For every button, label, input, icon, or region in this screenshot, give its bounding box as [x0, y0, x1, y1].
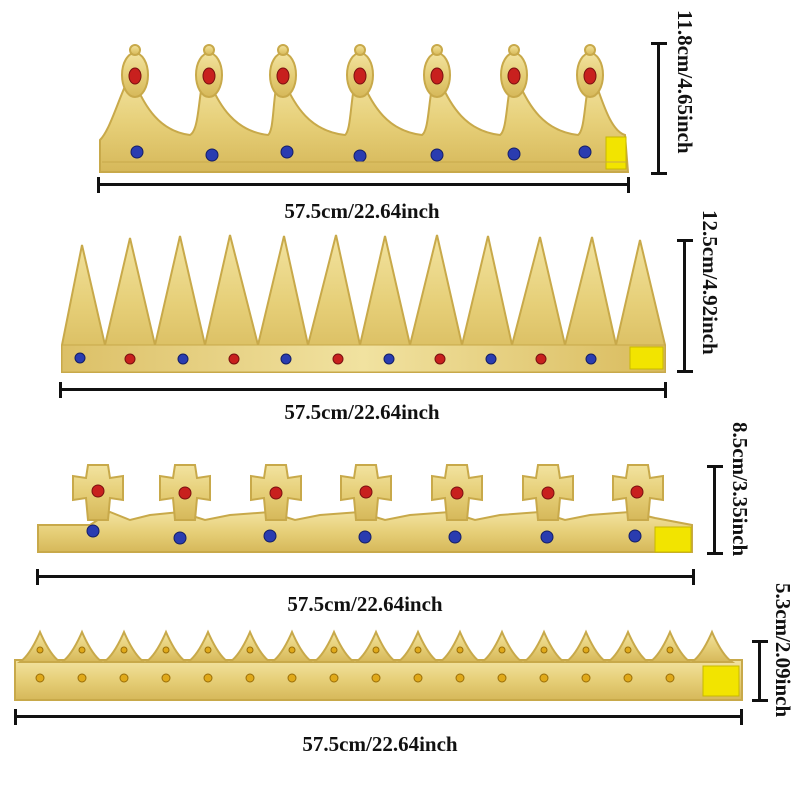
crown-3-height-line	[707, 465, 723, 555]
crown-2-width-line	[59, 382, 667, 398]
crown-3-width-label: 57.5cm/22.64inch	[287, 592, 443, 616]
crown-2-height-label: 12.5cm/4.92inch	[698, 210, 722, 355]
crown-1-height-line	[651, 42, 667, 175]
crown-3-height-label: 8.5cm/3.35inch	[728, 422, 752, 557]
crown-2	[61, 234, 666, 373]
crown-2-height-line	[677, 239, 693, 373]
crown-1	[99, 44, 630, 173]
crown-2-width-label: 57.5cm/22.64inch	[284, 400, 440, 424]
crown-4-width-label: 57.5cm/22.64inch	[302, 732, 458, 756]
crown-3-width-line	[36, 569, 695, 585]
crown-1-width-line	[97, 177, 630, 193]
crown-4	[14, 629, 743, 701]
crown-4-height-line	[752, 640, 768, 702]
crown-1-height-label: 11.8cm/4.65inch	[673, 10, 697, 154]
crown-4-height-label: 5.3cm/2.09inch	[771, 583, 795, 718]
crown-3	[37, 464, 693, 553]
crown-1-width-label: 57.5cm/22.64inch	[284, 199, 440, 223]
crown-4-width-line	[14, 709, 743, 725]
